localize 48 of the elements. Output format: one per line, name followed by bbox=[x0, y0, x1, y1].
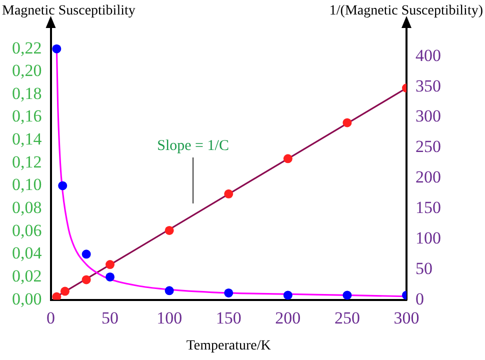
x-axis-title: Temperature/K bbox=[186, 338, 271, 354]
point bbox=[164, 286, 174, 296]
y-tick-label: 0,02 bbox=[12, 266, 42, 286]
y2-tick-label: 250 bbox=[416, 137, 441, 156]
point bbox=[224, 288, 234, 298]
point bbox=[52, 44, 62, 54]
point bbox=[52, 292, 62, 300]
y-tick-label: 0,16 bbox=[12, 106, 42, 126]
point bbox=[82, 250, 91, 259]
point bbox=[283, 154, 292, 164]
point bbox=[164, 226, 174, 235]
point bbox=[82, 275, 91, 284]
y-tick-label: 0,10 bbox=[12, 175, 42, 194]
y2-tick-label: 400 bbox=[416, 46, 441, 65]
y2-tick-label: 200 bbox=[416, 168, 441, 187]
y-tick-label: 0,22 bbox=[12, 38, 42, 58]
y-tick-label: 0,20 bbox=[12, 61, 42, 80]
y-tick-label: 0,14 bbox=[12, 130, 42, 149]
y-tick-label: 0,08 bbox=[12, 198, 42, 217]
x-tick-label: 200 bbox=[275, 308, 301, 328]
y2-tick-label: 50 bbox=[416, 258, 432, 278]
y2-axis-title: 1/(Magnetic Susceptibility) bbox=[329, 4, 484, 19]
y-axis-title: Magnetic Susceptibility bbox=[2, 4, 136, 19]
y2-tick-label: 0 bbox=[416, 289, 424, 308]
y2-tick-label: 150 bbox=[416, 198, 441, 217]
point bbox=[60, 286, 70, 296]
point bbox=[58, 181, 68, 190]
point bbox=[342, 118, 352, 128]
point bbox=[342, 290, 352, 300]
annotation: Slope = 1/C bbox=[157, 138, 229, 154]
y2-tick-label: 300 bbox=[416, 106, 441, 126]
y-tick-label: 0,06 bbox=[12, 220, 42, 240]
y-tick-label: 0,04 bbox=[12, 244, 42, 263]
x-tick-label: 250 bbox=[334, 308, 360, 328]
x-tick-label: 300 bbox=[394, 308, 420, 328]
x-tick-label: 0 bbox=[46, 308, 55, 328]
x-tick-label: 100 bbox=[156, 308, 182, 328]
y-tick-label: 0,18 bbox=[12, 84, 42, 103]
x-tick-label: 50 bbox=[102, 308, 119, 328]
y2-tick-label: 100 bbox=[416, 228, 441, 248]
point bbox=[224, 189, 234, 198]
y-tick-label: 0,00 bbox=[12, 289, 42, 308]
point bbox=[106, 260, 115, 270]
point bbox=[283, 290, 292, 300]
y-tick-label: 0,12 bbox=[12, 152, 42, 172]
y2-tick-label: 350 bbox=[416, 76, 441, 96]
point bbox=[106, 272, 115, 282]
x-tick-label: 150 bbox=[216, 308, 242, 328]
